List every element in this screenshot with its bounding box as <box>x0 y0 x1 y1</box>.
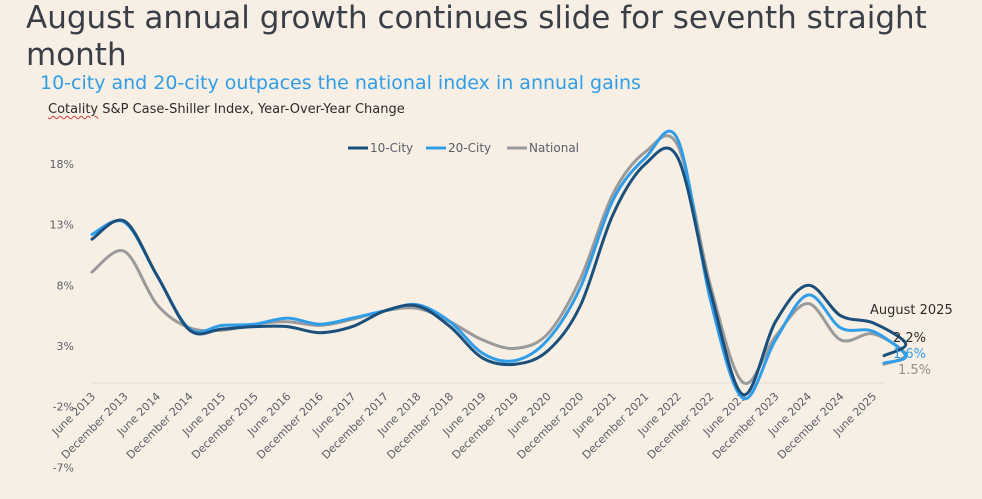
legend-item-10-city: 10-City <box>348 141 413 155</box>
latest-value-national: 1.5% <box>898 363 932 378</box>
series-lines <box>90 129 908 401</box>
series-line-20-city <box>90 129 908 401</box>
y-tick-label: 8% <box>57 279 74 292</box>
legend-item-20-city: 20-City <box>426 141 491 155</box>
y-tick-label: 3% <box>57 340 74 353</box>
series-line-10-city <box>90 146 908 397</box>
series-line-national <box>90 134 908 385</box>
latest-value-10-city: 2.2% <box>893 331 927 346</box>
y-tick-label: -2% <box>53 401 74 414</box>
chart-title: August annual growth continues slide for… <box>26 0 927 73</box>
legend-label: National <box>529 141 579 155</box>
legend-label: 20-City <box>448 141 491 155</box>
source-description: S&P Case-Shiller Index, Year-Over-Year C… <box>98 102 405 117</box>
latest-period-label: August 2025 <box>870 303 953 318</box>
y-tick-label: 18% <box>50 158 74 171</box>
legend: 10-City 20-City National <box>348 141 579 155</box>
y-tick-label: -7% <box>53 461 74 474</box>
legend-item-national: National <box>507 141 579 155</box>
source-brand: Cotality <box>48 102 99 117</box>
chart-subtitle: 10-city and 20-city outpaces the nationa… <box>40 72 641 94</box>
y-tick-label: 13% <box>50 219 74 232</box>
y-axis: -7% -2% 3% 8% 13% 18% <box>50 158 74 474</box>
chart-source: Cotality S&P Case-Shiller Index, Year-Ov… <box>48 102 405 117</box>
legend-label: 10-City <box>370 141 413 155</box>
latest-value-20-city: 1.6% <box>893 347 927 362</box>
